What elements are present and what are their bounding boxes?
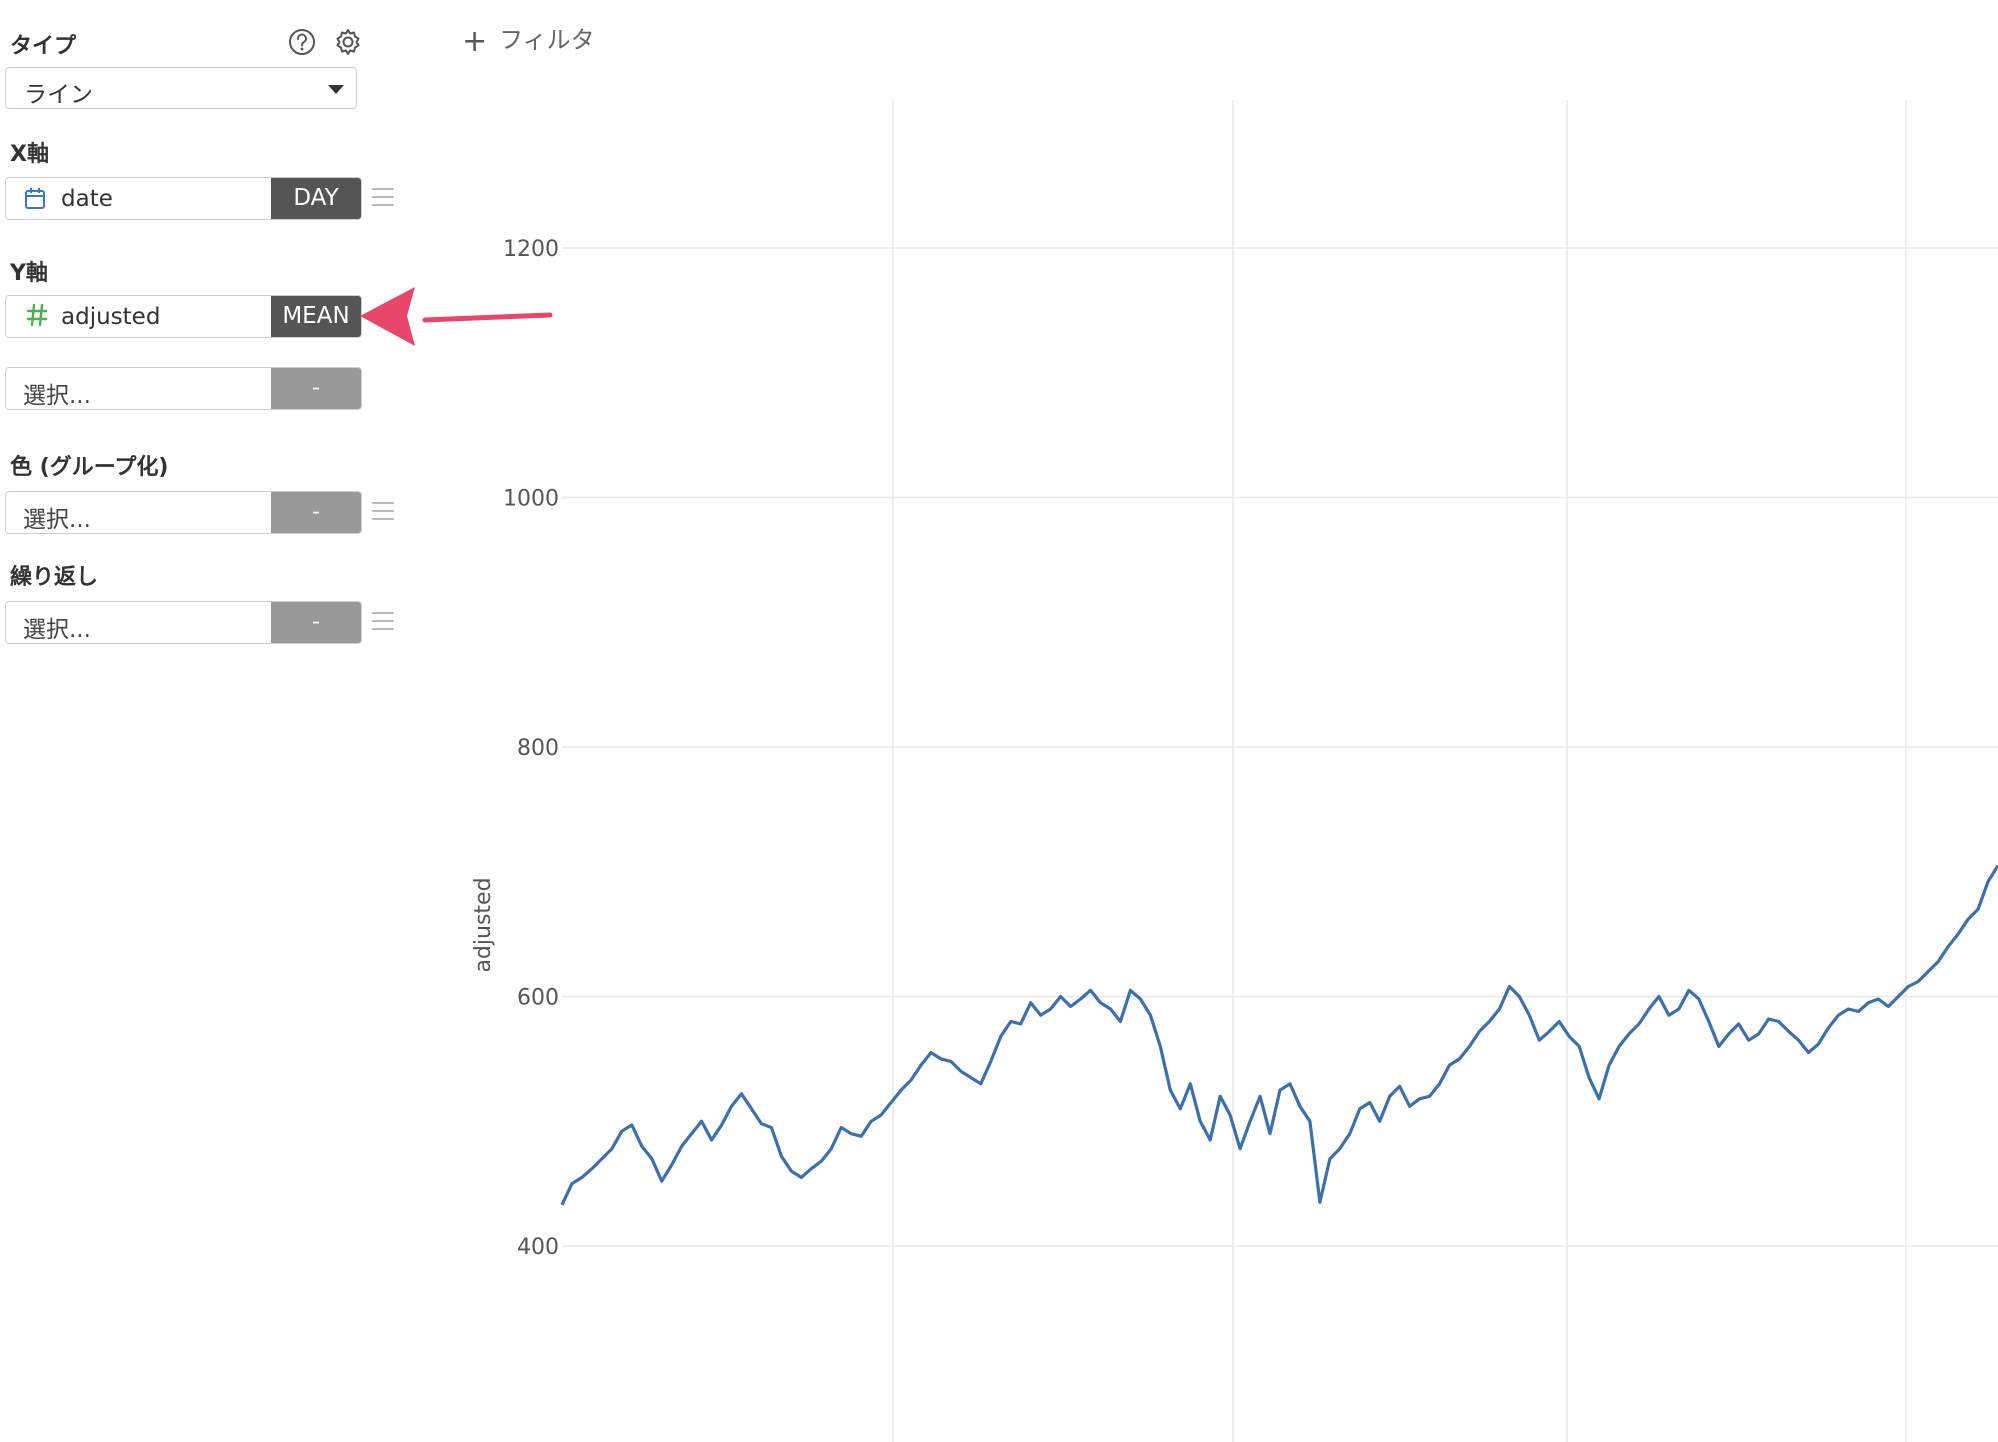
color-group-aggregation-button[interactable]: - xyxy=(271,492,361,533)
vertical-gridlines xyxy=(892,100,1907,1442)
x-axis-label: X軸 xyxy=(10,142,49,167)
y-tick-label: 1200 xyxy=(503,237,559,262)
chevron-down-icon xyxy=(328,85,344,94)
add-filter-label: フィルタ xyxy=(499,26,595,54)
series-line xyxy=(560,864,1998,1206)
x-axis-menu-icon[interactable] xyxy=(372,188,394,212)
plus-icon: + xyxy=(462,24,488,59)
repeat-placeholder: 選択... xyxy=(23,617,91,643)
x-axis-field-name: date xyxy=(61,186,113,212)
color-group-placeholder: 選択... xyxy=(23,507,91,533)
horizontal-gridlines xyxy=(562,247,1998,1247)
color-group-menu-icon[interactable] xyxy=(372,502,394,526)
gear-icon[interactable] xyxy=(334,28,362,60)
y-tick-label: 800 xyxy=(517,736,559,761)
calendar-icon xyxy=(24,187,46,215)
chart-settings-panel: タイプ ライン X軸 date DAY xyxy=(0,0,553,1442)
question-circle-icon[interactable] xyxy=(288,28,316,60)
y-axis-field[interactable]: adjusted MEAN xyxy=(5,295,362,338)
color-group-field[interactable]: 選択... - xyxy=(5,491,362,534)
chart-type-select[interactable]: ライン xyxy=(5,67,357,109)
color-group-label: 色 (グループ化) xyxy=(10,455,169,480)
x-axis-aggregation-button[interactable]: DAY xyxy=(271,178,361,219)
repeat-field[interactable]: 選択... - xyxy=(5,601,362,644)
hash-icon xyxy=(26,301,48,333)
pointer-arrow xyxy=(360,287,553,346)
y-axis-label: Y軸 xyxy=(10,261,48,286)
repeat-aggregation-button[interactable]: - xyxy=(271,602,361,643)
y-axis-field-name: adjusted xyxy=(61,304,161,330)
y-axis-extra-placeholder: 選択... xyxy=(23,383,91,409)
y-axis-ticks: 400 600 800 1000 1200 xyxy=(503,237,559,1260)
type-label: タイプ xyxy=(10,34,77,59)
add-filter-button[interactable]: + フィルタ xyxy=(462,20,595,59)
x-axis-field[interactable]: date DAY xyxy=(5,177,362,220)
y-axis-extra-field[interactable]: 選択... - xyxy=(5,367,362,410)
y-axis-extra-aggregation-button[interactable]: - xyxy=(271,368,361,409)
repeat-label: 繰り返し xyxy=(10,565,99,590)
chart-type-value: ライン xyxy=(24,82,93,108)
y-tick-label: 400 xyxy=(517,1235,559,1260)
y-tick-label: 1000 xyxy=(503,487,559,512)
repeat-menu-icon[interactable] xyxy=(372,612,394,636)
y-axis-title: adjusted xyxy=(471,877,496,972)
y-tick-label: 600 xyxy=(517,986,559,1011)
y-axis-aggregation-button[interactable]: MEAN xyxy=(271,296,361,337)
